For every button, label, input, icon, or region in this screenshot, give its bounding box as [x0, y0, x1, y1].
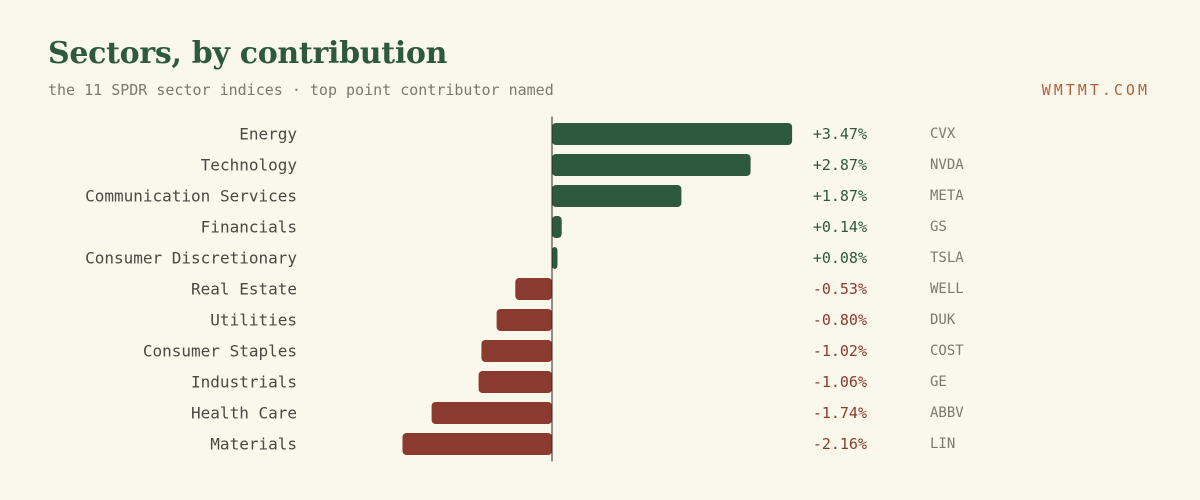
- top-contributor-ticker: GS: [930, 219, 947, 235]
- top-contributor-ticker: DUK: [930, 312, 956, 328]
- category-label: Technology: [201, 156, 298, 175]
- bar-consumer-discretionary: [552, 247, 558, 269]
- bar-industrials: [478, 371, 552, 393]
- value-label: -1.02%: [813, 342, 867, 360]
- chart-subtitle: the 11 SPDR sector indices · top point c…: [48, 81, 554, 99]
- top-contributor-ticker: LIN: [930, 436, 955, 452]
- bar-energy: [552, 123, 793, 145]
- bar-materials: [402, 433, 552, 455]
- bar-technology: [552, 154, 751, 176]
- value-label: +2.87%: [813, 156, 867, 174]
- bar-utilities: [496, 309, 552, 331]
- category-label: Consumer Discretionary: [85, 249, 297, 268]
- top-contributor-ticker: ABBV: [930, 405, 964, 421]
- bar-real-estate: [515, 278, 552, 300]
- chart-title: Sectors, by contribution: [48, 36, 448, 71]
- value-label: +0.14%: [813, 218, 867, 236]
- category-label: Consumer Staples: [143, 342, 297, 361]
- category-label: Communication Services: [85, 187, 297, 206]
- category-label: Real Estate: [191, 280, 297, 299]
- top-contributor-ticker: GE: [930, 374, 947, 390]
- value-label: -2.16%: [813, 435, 867, 453]
- top-contributor-ticker: META: [930, 188, 964, 204]
- category-label: Industrials: [191, 373, 297, 392]
- brand-label: WMTMT.COM: [1041, 81, 1150, 99]
- top-contributor-ticker: NVDA: [930, 157, 964, 173]
- bar-consumer-staples: [481, 340, 552, 362]
- top-contributor-ticker: TSLA: [930, 250, 964, 266]
- category-label: Utilities: [210, 311, 297, 330]
- category-label: Financials: [201, 218, 297, 237]
- value-label: -0.80%: [813, 311, 867, 329]
- value-label: +0.08%: [813, 249, 867, 267]
- category-label: Health Care: [191, 404, 297, 423]
- category-label: Energy: [239, 125, 297, 144]
- value-label: +1.87%: [813, 187, 867, 205]
- bar-communication-services: [552, 185, 682, 207]
- value-label: -0.53%: [813, 280, 867, 298]
- value-label: +3.47%: [813, 125, 867, 143]
- bar-financials: [552, 216, 562, 238]
- top-contributor-ticker: CVX: [930, 126, 956, 142]
- top-contributor-ticker: COST: [930, 343, 964, 359]
- category-label: Materials: [210, 435, 297, 454]
- value-label: -1.06%: [813, 373, 867, 391]
- bar-health-care: [431, 402, 552, 424]
- top-contributor-ticker: WELL: [930, 281, 964, 297]
- value-label: -1.74%: [813, 404, 867, 422]
